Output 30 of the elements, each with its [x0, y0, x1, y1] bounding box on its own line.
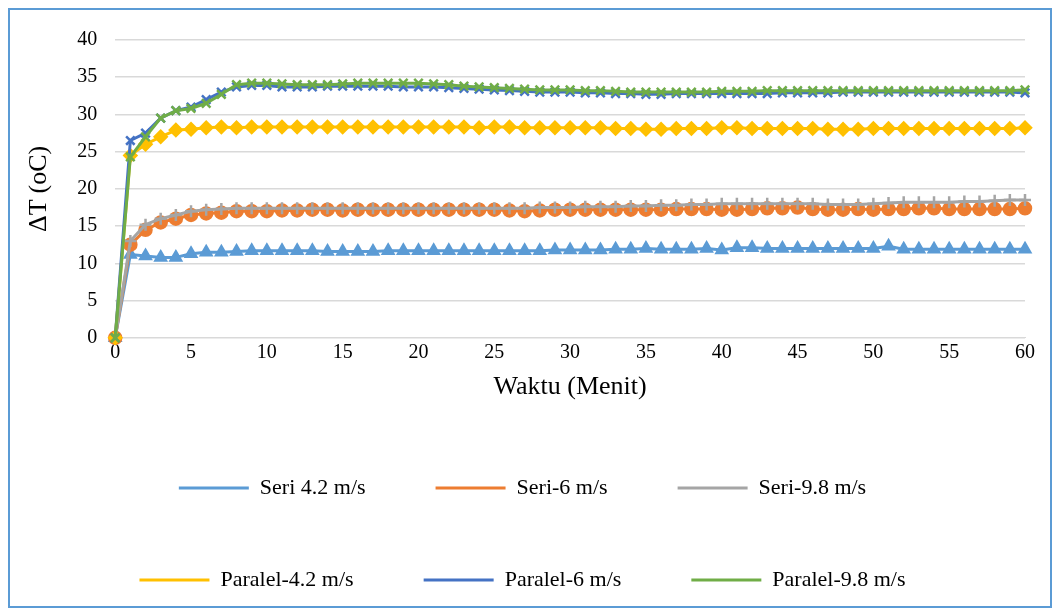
x-tick-label: 15	[332, 340, 353, 363]
x-tick-label: 45	[787, 340, 808, 363]
x-tick-label: 0	[110, 340, 121, 363]
y-tick-label: 40	[77, 27, 98, 50]
x-tick-label: 35	[635, 340, 656, 363]
x-tick-label: 40	[711, 340, 732, 363]
y-tick-label: 0	[87, 325, 98, 348]
y-tick-label: 10	[77, 250, 98, 273]
y-tick-label: 20	[77, 176, 98, 199]
x-tick-label: 5	[186, 340, 197, 363]
legend-label: Paralel-9.8 m/s	[772, 565, 906, 591]
legend-label: Seri-9.8 m/s	[758, 473, 867, 499]
y-tick-label: 5	[87, 287, 98, 310]
y-tick-label: 35	[77, 64, 98, 87]
y-axis-title: ΔT (oC)	[23, 145, 53, 233]
legend-label: Seri 4.2 m/s	[259, 473, 366, 499]
x-tick-label: 55	[939, 340, 960, 363]
x-tick-label: 10	[256, 340, 277, 363]
y-tick-label: 25	[77, 138, 98, 161]
x-tick-label: 50	[863, 340, 884, 363]
x-tick-label: 20	[408, 340, 429, 363]
legend-label: Paralel-6 m/s	[504, 565, 622, 591]
x-axis-title: Waktu (Menit)	[493, 371, 647, 401]
legend-label: Paralel-4.2 m/s	[220, 565, 354, 591]
x-tick-label: 30	[560, 340, 581, 363]
x-tick-label: 60	[1015, 340, 1035, 363]
x-tick-label: 25	[484, 340, 505, 363]
legend-label: Seri-6 m/s	[516, 473, 608, 499]
y-tick-label: 30	[77, 101, 98, 124]
y-tick-label: 15	[77, 213, 98, 236]
